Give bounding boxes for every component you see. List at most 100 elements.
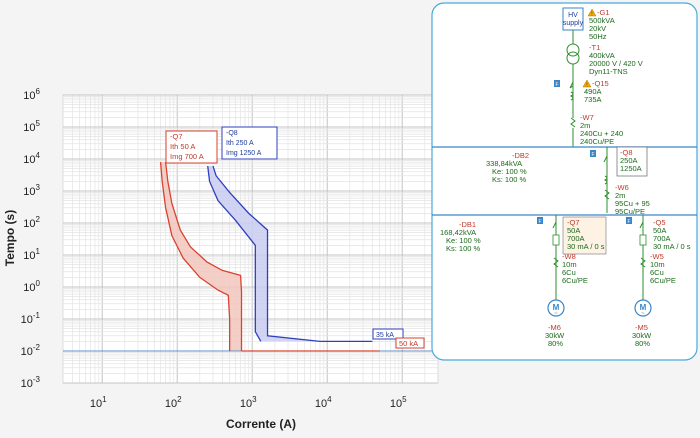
db2-line3: Ks: 100 % bbox=[492, 175, 527, 184]
w5-name: -W5 bbox=[650, 252, 664, 261]
annotation-q7[interactable]: -Q7 Ith 50 A Img 700 A bbox=[165, 130, 218, 164]
breaker-icon-q5[interactable] bbox=[639, 221, 647, 246]
g1-name: -G1 bbox=[597, 8, 610, 17]
q8-label-box[interactable]: -Q8 250A 1250A bbox=[616, 146, 648, 177]
svg-text:~: ~ bbox=[554, 311, 558, 317]
q5-line2: 700A bbox=[653, 234, 671, 243]
y-tick-label: 103 bbox=[23, 183, 40, 198]
svg-text:!: ! bbox=[586, 83, 587, 89]
hv-supply-box[interactable]: HV supply bbox=[562, 7, 584, 31]
q7-line1: 50A bbox=[567, 226, 580, 235]
series-upper-1[interactable] bbox=[212, 165, 373, 343]
svg-text:F: F bbox=[591, 152, 594, 158]
series-lower-0[interactable] bbox=[159, 162, 231, 351]
hv-supply-line1: HV bbox=[568, 12, 578, 19]
annotation-q7-line2: Ith 50 A bbox=[170, 142, 195, 151]
g1-line1: 500kVA bbox=[589, 16, 615, 25]
warning-icon-g1: ! bbox=[587, 8, 597, 18]
x-tick-label: 105 bbox=[390, 395, 407, 410]
breaker-icon-q7[interactable] bbox=[552, 221, 560, 246]
m5-line1: 30kW bbox=[632, 331, 652, 340]
motor-icon-m5[interactable]: M ~ bbox=[634, 299, 652, 317]
q15-name: -Q15 bbox=[592, 79, 609, 88]
w7-line3: 240Cu/PE bbox=[580, 137, 614, 146]
svg-text:M: M bbox=[553, 303, 560, 312]
q7-line2: 700A bbox=[567, 234, 585, 243]
annotation-35ka[interactable]: 35 kA bbox=[372, 328, 404, 340]
annotation-50ka-text: 50 kA bbox=[399, 339, 418, 348]
y-tick-labels: 10-3 10-2 10-1 100 101 102 103 104 105 106 bbox=[21, 87, 41, 390]
db1-line2: Ke: 100 % bbox=[446, 236, 481, 245]
flag-icon-q8: F bbox=[590, 150, 596, 158]
t1-name: -T1 bbox=[589, 43, 600, 52]
y-tick-label: 105 bbox=[23, 119, 40, 134]
db1-line1: 168,42kVA bbox=[440, 228, 476, 237]
q7-name: -Q7 bbox=[567, 218, 580, 227]
y-tick-label: 106 bbox=[23, 87, 40, 102]
svg-text:F: F bbox=[627, 219, 630, 225]
cable-icon-w8 bbox=[553, 257, 559, 268]
series-band-0 bbox=[160, 162, 242, 351]
svg-text:F: F bbox=[538, 219, 541, 225]
y-tick-label: 10-2 bbox=[21, 343, 41, 358]
breaker-icon-q8[interactable] bbox=[603, 155, 608, 163]
annotation-q8-line2: Ith 250 A bbox=[226, 140, 254, 147]
w6-name: -W6 bbox=[615, 183, 629, 192]
hv-supply-line2: supply bbox=[563, 20, 584, 27]
m6-line1: 30kW bbox=[545, 331, 565, 340]
w6-line1: 2m bbox=[615, 191, 625, 200]
w8-name: -W8 bbox=[562, 252, 576, 261]
w7-line2: 240Cu + 240 bbox=[580, 129, 623, 138]
diagram-panel bbox=[431, 2, 698, 361]
x-tick-label: 102 bbox=[165, 395, 182, 410]
y-tick-label: 10-3 bbox=[21, 375, 41, 390]
m6-name: -M6 bbox=[548, 323, 561, 332]
flag-icon-q7: F bbox=[537, 217, 543, 225]
w6-line2: 95Cu + 95 bbox=[615, 199, 650, 208]
q7-line3: 30 mA / 0 s bbox=[567, 242, 605, 251]
w7-line1: 2m bbox=[580, 121, 590, 130]
svg-text:F: F bbox=[555, 82, 558, 88]
x-tick-label: 103 bbox=[240, 395, 257, 410]
w5-line1: 10m bbox=[650, 260, 665, 269]
g1-line2: 20kV bbox=[589, 24, 606, 33]
warning-icon-q15: ! bbox=[582, 79, 592, 89]
q5-name: -Q5 bbox=[653, 218, 666, 227]
w5-line3: 6Cu/PE bbox=[650, 276, 676, 285]
db2-line1: 338,84kVA bbox=[486, 159, 522, 168]
w8-line1: 10m bbox=[562, 260, 577, 269]
cable-icon-w6 bbox=[604, 189, 610, 200]
y-tick-label: 101 bbox=[23, 247, 40, 262]
x-tick-label: 101 bbox=[90, 395, 107, 410]
q7-label-box[interactable]: -Q7 50A 700A 30 mA / 0 s bbox=[562, 216, 607, 255]
x-tick-labels: 101 102 103 104 105 bbox=[90, 395, 407, 410]
annotation-50ka[interactable]: 50 kA bbox=[395, 337, 425, 349]
w8-line3: 6Cu/PE bbox=[562, 276, 588, 285]
m5-line2: 80% bbox=[635, 339, 650, 348]
motor-icon-m6[interactable]: M ~ bbox=[547, 299, 565, 317]
annotation-35ka-text: 35 kA bbox=[376, 332, 394, 339]
series-lower-1[interactable] bbox=[207, 166, 262, 342]
y-tick-label: 104 bbox=[23, 151, 40, 166]
db1-name: -DB1 bbox=[459, 220, 476, 229]
q5-line1: 50A bbox=[653, 226, 666, 235]
cable-icon-w5 bbox=[640, 257, 646, 268]
w5-line2: 6Cu bbox=[650, 268, 664, 277]
q8-name: -Q8 bbox=[620, 148, 633, 157]
annotation-q8-line1: -Q8 bbox=[226, 130, 238, 137]
annotation-q8[interactable]: -Q8 Ith 250 A Img 1250 A bbox=[221, 126, 278, 160]
breaker-icon-q15[interactable] bbox=[569, 81, 574, 101]
y-tick-label: 100 bbox=[23, 279, 40, 294]
series-lines bbox=[159, 162, 380, 352]
svg-text:M: M bbox=[640, 303, 647, 312]
g1-line3: 50Hz bbox=[589, 32, 607, 41]
db1-line3: Ks: 100 % bbox=[446, 244, 481, 253]
x-axis-label: Corrente (A) bbox=[226, 417, 296, 431]
series-upper-0[interactable] bbox=[164, 162, 243, 351]
w6-line3: 95Cu/PE bbox=[615, 207, 645, 216]
t1-line1: 400kVA bbox=[589, 51, 615, 60]
m6-line2: 80% bbox=[548, 339, 563, 348]
x-tick-label: 104 bbox=[315, 395, 332, 410]
